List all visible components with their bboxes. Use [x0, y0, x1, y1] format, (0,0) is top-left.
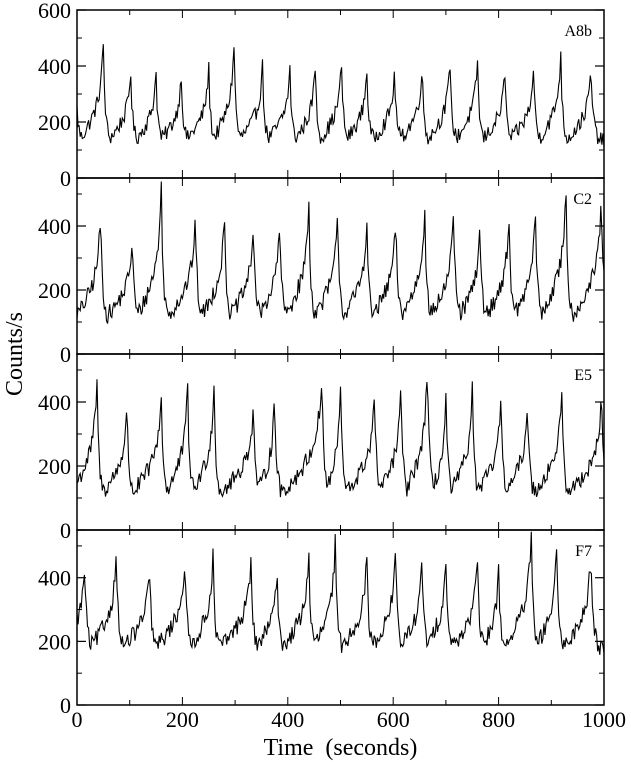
y-tick-label: 0 [60, 693, 71, 718]
panel-label: C2 [573, 191, 592, 208]
panel-label: A8b [564, 23, 592, 40]
panel-f7: 0 200 400 F7 [38, 529, 605, 718]
panel-label: E5 [574, 367, 592, 384]
y-tick-label: 200 [38, 110, 71, 135]
y-tick-label: 200 [38, 629, 71, 654]
x-tick-label: 600 [377, 707, 410, 732]
panel-frame [76, 529, 605, 706]
y-tick-label: 0 [60, 166, 71, 191]
x-tick-label: 400 [271, 707, 304, 732]
panel-frame [76, 9, 605, 179]
series-line [76, 531, 605, 655]
panel-a8b: 0 200 400 600 A8b [38, 0, 605, 191]
series-line [76, 44, 605, 148]
panel-c2: 0 200 400 C2 [38, 177, 605, 367]
panel-e5: 0 200 400 E5 [38, 353, 605, 543]
y-tick-label: 200 [38, 278, 71, 303]
panels: 0 200 400 600 A8b 0 200 400 C2 0 200 400 E5 0 200 400 F7 [38, 0, 605, 718]
y-tick-label: 0 [60, 518, 71, 543]
series-line [76, 181, 605, 324]
x-tick-label: 1000 [582, 707, 626, 732]
y-tick-label: 400 [38, 390, 71, 415]
y-tick-label: 0 [60, 342, 71, 367]
series-line [76, 379, 605, 498]
x-tick-label: 0 [72, 707, 83, 732]
x-axis: 0 200 400 600 800 1000 [72, 707, 627, 732]
y-axis-title: Counts/s [2, 312, 28, 396]
x-axis-title: Time (seconds) [264, 735, 418, 761]
y-tick-label: 600 [38, 0, 71, 23]
x-tick-label: 800 [482, 707, 515, 732]
y-tick-label: 400 [38, 566, 71, 591]
y-tick-label: 400 [38, 54, 71, 79]
panel-label: F7 [575, 543, 592, 560]
y-tick-label: 400 [38, 214, 71, 239]
y-tick-label: 200 [38, 454, 71, 479]
panel-frame [76, 177, 605, 355]
x-tick-label: 200 [166, 707, 199, 732]
